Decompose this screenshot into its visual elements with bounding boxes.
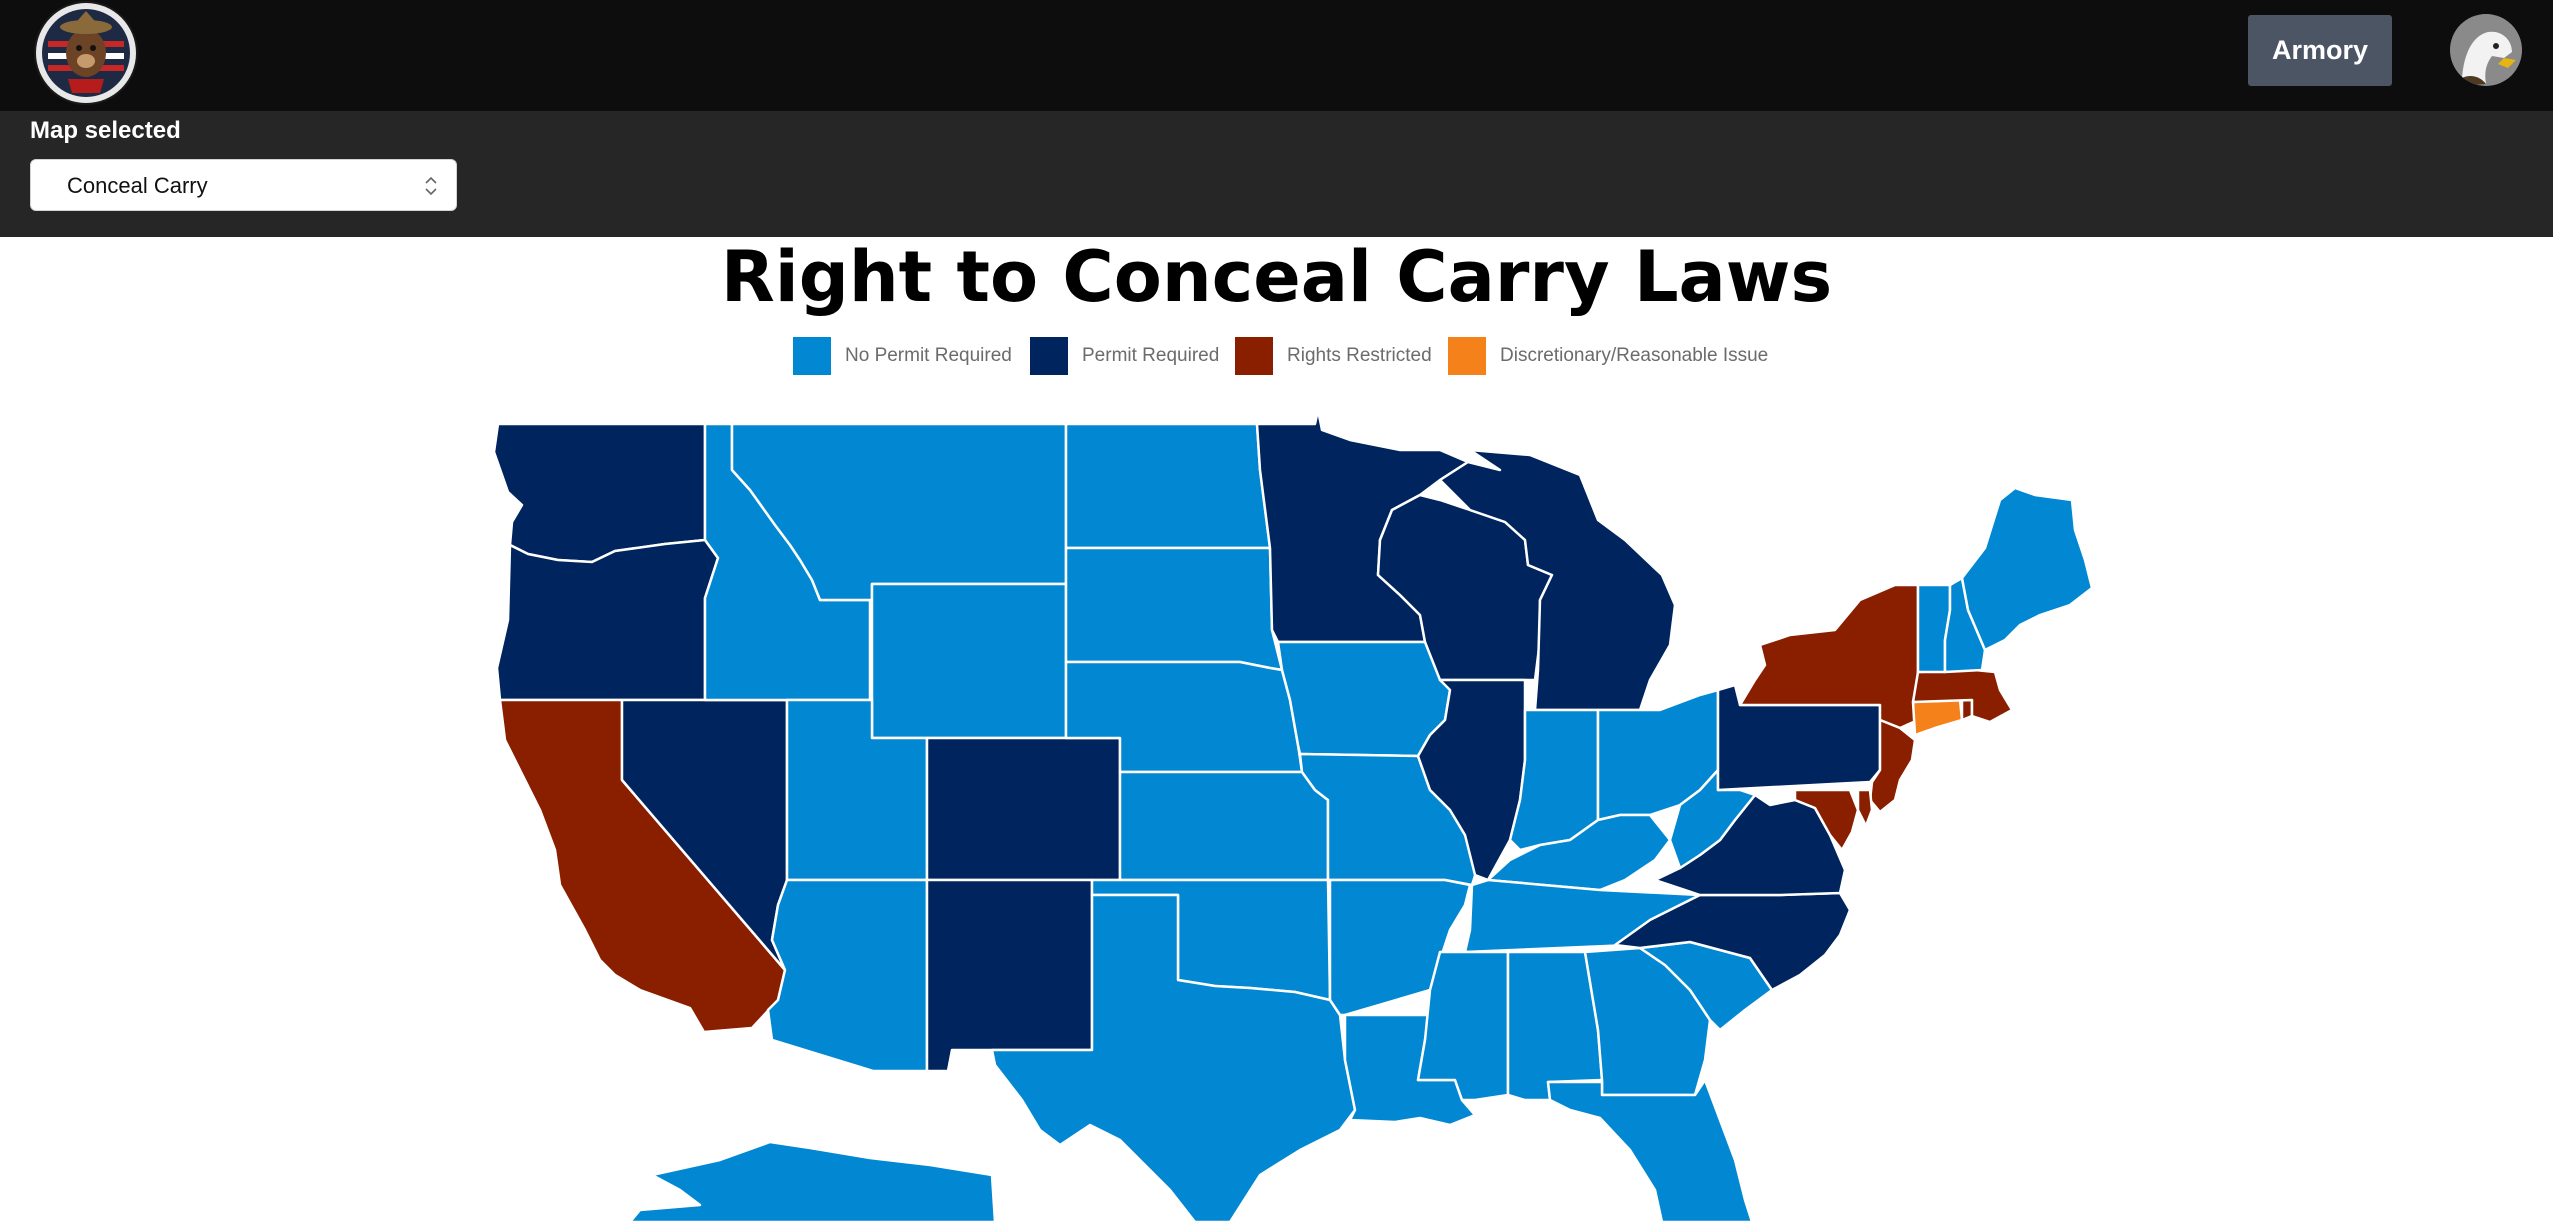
legend-label: Permit Required — [1082, 345, 1220, 366]
state-arizona[interactable] — [766, 878, 929, 1073]
legend-item-no-permit: No Permit Required — [793, 337, 1012, 375]
state-oregon[interactable] — [495, 538, 720, 702]
legend-item-restricted: Rights Restricted — [1235, 337, 1432, 375]
top-navigation-bar: Armory — [0, 0, 2553, 111]
state-iowa[interactable] — [1276, 640, 1452, 758]
bear-logo-icon[interactable] — [34, 1, 138, 105]
state-wyoming[interactable] — [870, 582, 1068, 740]
state-north-dakota[interactable] — [1064, 422, 1272, 550]
state-kentucky[interactable] — [1486, 813, 1672, 892]
legend-label: Rights Restricted — [1287, 345, 1432, 366]
eagle-avatar-icon[interactable] — [2450, 14, 2522, 86]
us-states-map — [0, 400, 2553, 1222]
state-south-dakota[interactable] — [1064, 546, 1284, 672]
legend-swatch — [793, 337, 831, 375]
state-kansas[interactable] — [1118, 770, 1330, 882]
legend-label: No Permit Required — [845, 345, 1012, 366]
state-florida[interactable] — [1546, 1078, 1754, 1222]
state-maine[interactable] — [1960, 486, 2094, 652]
state-washington[interactable] — [492, 422, 707, 564]
state-delaware[interactable] — [1856, 788, 1874, 828]
legend-item-permit: Permit Required — [1030, 337, 1219, 375]
state-colorado[interactable] — [925, 736, 1122, 882]
state-connecticut[interactable] — [1911, 698, 1964, 737]
legend-label: Discretionary/Reasonable Issue — [1500, 345, 1769, 366]
state-maryland[interactable] — [1793, 788, 1860, 852]
state-alaska[interactable] — [628, 1140, 997, 1222]
state-new-mexico[interactable] — [925, 878, 1094, 1073]
armory-button[interactable]: Armory — [2248, 15, 2392, 86]
map-selected-label: Map selected — [30, 117, 181, 144]
state-massachusetts[interactable] — [1911, 668, 2014, 724]
map-select-dropdown[interactable]: Conceal Carry — [30, 159, 457, 211]
chevron-updown-icon — [425, 176, 437, 196]
legend-swatch — [1448, 337, 1486, 375]
state-texas[interactable] — [990, 893, 1357, 1222]
state-west-virginia[interactable] — [1668, 768, 1757, 870]
page-title: Right to Conceal Carry Laws — [720, 236, 1833, 318]
legend-item-discretionary: Discretionary/Reasonable Issue — [1448, 337, 1768, 375]
state-new-jersey[interactable] — [1868, 718, 1917, 814]
legend-swatch — [1030, 337, 1068, 375]
map-select-value: Conceal Carry — [67, 173, 208, 198]
state-michigan[interactable] — [1438, 448, 1677, 712]
legend-swatch — [1235, 337, 1273, 375]
state-rhode-island[interactable] — [1960, 698, 1974, 722]
